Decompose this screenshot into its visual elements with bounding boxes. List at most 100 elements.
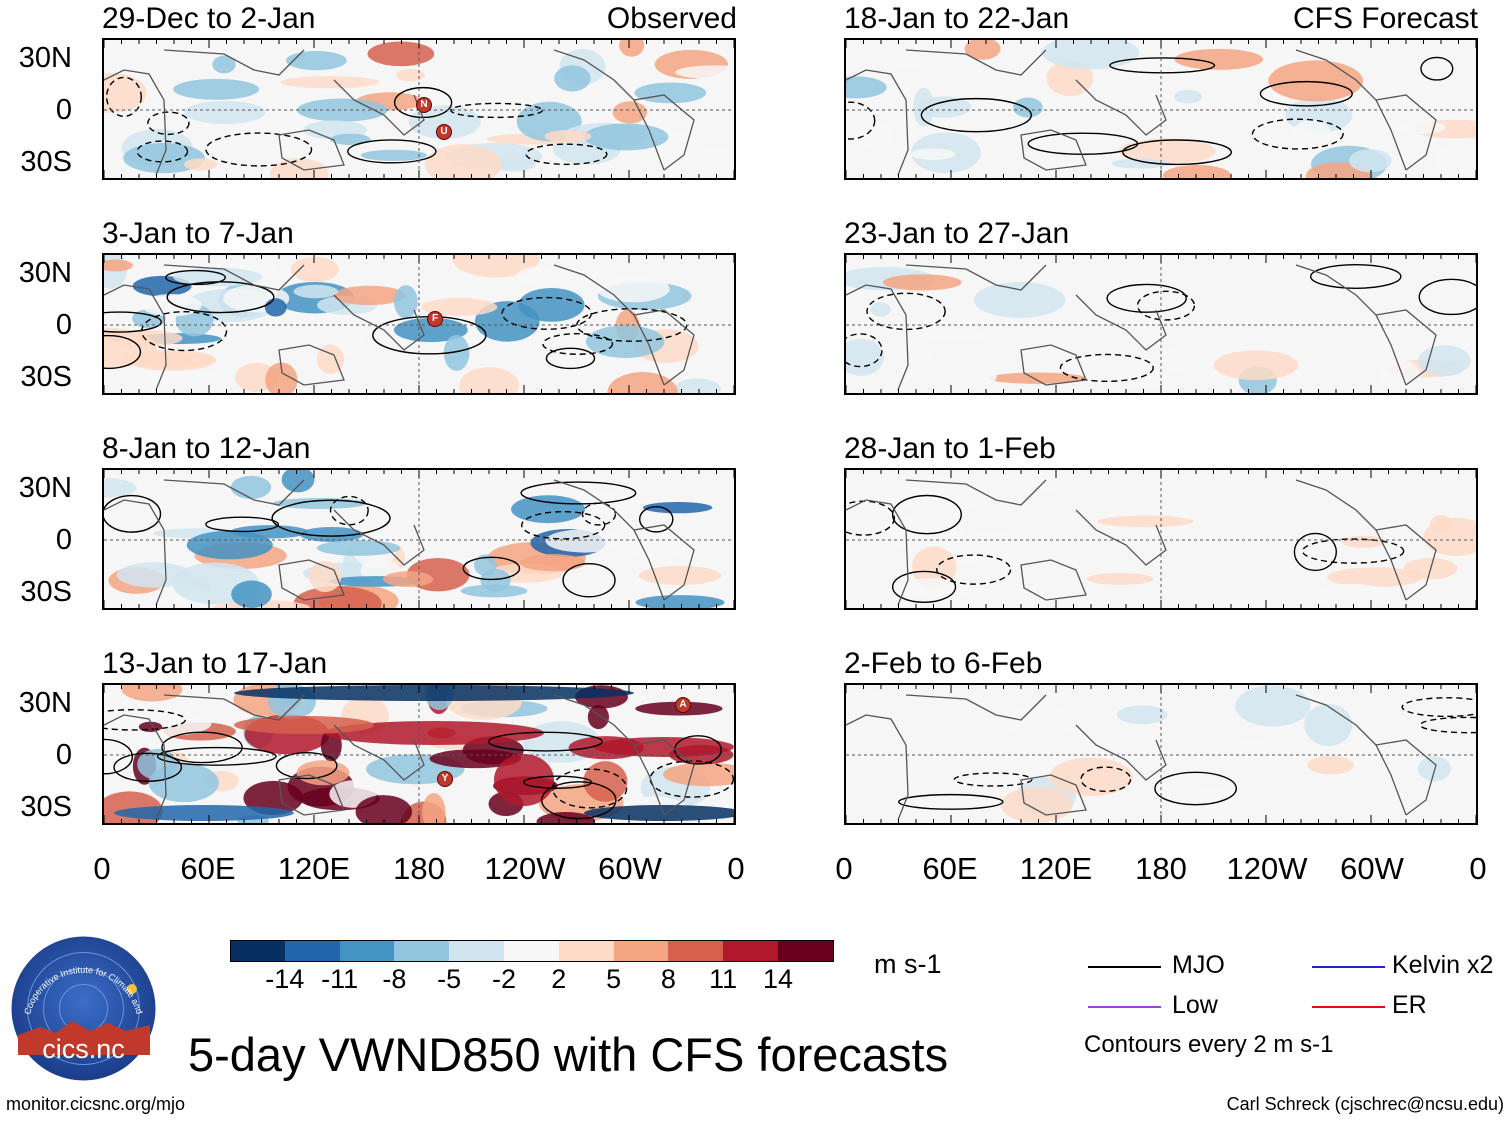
colorbar-tick-label: 2 <box>551 964 567 994</box>
panel-title-obs-4: 13-Jan to 17-Jan <box>102 647 328 680</box>
coastline <box>553 694 665 816</box>
legend-mjo-label: MJO <box>1172 951 1225 979</box>
coastline <box>333 294 425 351</box>
colorbar-swatch <box>558 940 615 962</box>
colorbar-tick-label: 11 <box>709 964 738 994</box>
coastline <box>553 264 665 386</box>
colorbar-tick-label: 5 <box>606 964 622 994</box>
map-panel-obs-2 <box>102 253 736 395</box>
coastline <box>163 479 305 506</box>
coastline <box>1020 344 1087 386</box>
anomaly-patch <box>1000 787 1073 823</box>
anomaly-patch <box>316 540 401 556</box>
anomaly-patch <box>293 585 382 608</box>
anomaly-patch <box>231 580 272 608</box>
contour-line <box>541 781 617 820</box>
anomaly-patch <box>316 344 345 374</box>
contour-line <box>501 296 592 330</box>
anomaly-patch <box>1213 350 1299 381</box>
anomaly-patch <box>132 275 192 297</box>
coastline <box>1020 559 1087 601</box>
anomaly-patch <box>638 565 722 585</box>
anomaly-patch <box>324 721 544 745</box>
anomaly-patch <box>443 334 470 371</box>
colorbar-swatch <box>394 940 451 962</box>
anomaly-patch <box>585 325 665 358</box>
contour-line <box>104 494 162 533</box>
anomaly-patch <box>663 762 734 787</box>
anomaly-patch <box>887 578 984 598</box>
cics-logo: Cooperative Institute for Climate and Sa… <box>7 927 157 1082</box>
anomaly-patch <box>474 554 497 576</box>
lat-label-eq: 0 <box>55 309 72 341</box>
contour-line <box>953 772 1033 787</box>
anomaly-patch <box>1396 120 1446 135</box>
contour-line <box>522 775 593 789</box>
anomaly-patch <box>296 98 388 122</box>
anomaly-patch <box>516 266 570 287</box>
anomaly-patch <box>1162 164 1232 178</box>
coastline <box>1295 264 1407 386</box>
contour-line <box>347 139 437 164</box>
anomaly-patch <box>1268 60 1364 102</box>
coastline <box>278 129 345 171</box>
anomaly-patch <box>1097 515 1194 528</box>
panel-title-obs-3: 8-Jan to 12-Jan <box>102 432 311 465</box>
lat-label-30s: 30S <box>20 791 72 823</box>
lon-label-180: 180 <box>1135 851 1187 886</box>
observed-label: Observed <box>606 2 737 35</box>
anomaly-patch <box>1341 535 1386 548</box>
lat-label-30n: 30N <box>18 687 72 719</box>
lat-label-30n: 30N <box>18 42 72 74</box>
coastline <box>1020 774 1087 816</box>
anomaly-patch <box>869 532 897 561</box>
anomaly-patch <box>424 144 502 178</box>
storm-marker: F <box>427 311 443 327</box>
coastline <box>633 94 695 171</box>
anomaly-patch <box>1349 149 1392 173</box>
anomaly-patch <box>642 501 713 514</box>
lat-label-eq: 0 <box>55 524 72 556</box>
forecast-label: CFS Forecast <box>1292 2 1478 35</box>
contour-line <box>166 281 275 314</box>
anomaly-patch <box>280 76 380 89</box>
coastline <box>905 264 1047 291</box>
colorbar-tick-label: -2 <box>491 964 516 994</box>
contour-line <box>1309 263 1402 290</box>
coastline <box>333 79 425 136</box>
lat-label-30s: 30S <box>20 146 72 178</box>
lon-label-120e: 120E <box>1019 851 1093 886</box>
anomaly-patch <box>114 805 294 821</box>
website-link[interactable]: monitor.cicsnc.org/mjo <box>6 1094 186 1114</box>
anomaly-patch <box>1049 757 1133 797</box>
colorbar-swatch <box>230 940 286 962</box>
anomaly-patch <box>360 149 427 161</box>
coastline <box>163 49 305 76</box>
contour-line <box>846 101 876 140</box>
contour-line <box>140 310 228 352</box>
anomaly-patch <box>882 274 962 291</box>
anomaly-patch <box>264 298 287 317</box>
contour-line <box>113 752 183 782</box>
lat-label-eq: 0 <box>55 739 72 771</box>
map-panel-fcst-4 <box>844 683 1478 825</box>
anomaly-patch <box>669 147 734 178</box>
anomaly-patch <box>673 378 721 393</box>
contour-line <box>136 140 189 163</box>
legend-mjo-line <box>1088 966 1161 968</box>
coastline <box>104 69 167 176</box>
panel-title-fcst-1: 18-Jan to 22-Jan <box>844 2 1070 35</box>
anomaly-patch <box>460 584 528 598</box>
anomaly-patch <box>121 685 183 702</box>
anomaly-patch <box>355 795 413 823</box>
anomaly-patch <box>173 78 260 100</box>
contour-line <box>1027 132 1139 156</box>
anomaly-patch <box>1174 89 1203 104</box>
legend-kelvin-line <box>1312 966 1385 968</box>
panel-title-fcst-4: 2-Feb to 6-Feb <box>844 647 1043 680</box>
contour-line <box>545 347 596 370</box>
coastline <box>1075 79 1167 136</box>
anomaly-patch <box>910 148 956 160</box>
contour-line <box>638 505 674 533</box>
anomaly-patch <box>583 761 628 802</box>
